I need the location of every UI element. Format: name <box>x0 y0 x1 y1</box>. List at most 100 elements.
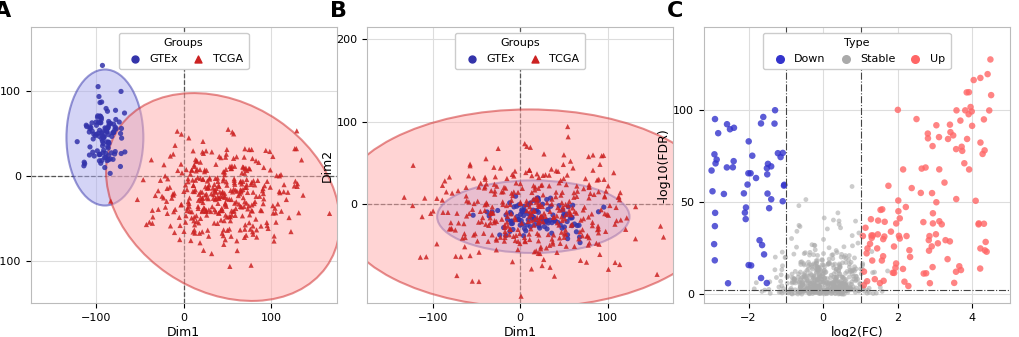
Point <box>514 186 530 191</box>
Point <box>502 221 519 226</box>
Stable <box>824 265 841 271</box>
Point <box>189 213 205 218</box>
Point <box>236 222 253 227</box>
Stable <box>813 277 829 282</box>
Down <box>751 238 767 243</box>
Point <box>219 227 235 233</box>
Stable <box>795 261 811 266</box>
Point <box>187 178 204 183</box>
Point <box>207 176 223 181</box>
Stable <box>830 265 847 270</box>
Stable <box>790 223 806 228</box>
Point <box>278 197 294 202</box>
Down <box>736 210 752 215</box>
Point <box>530 238 546 244</box>
Stable <box>802 281 818 286</box>
Stable <box>766 254 783 260</box>
Stable <box>826 290 843 296</box>
Point <box>213 217 229 223</box>
Point <box>166 190 182 196</box>
Point <box>486 220 502 225</box>
Point <box>441 174 458 180</box>
Point <box>253 223 269 229</box>
Point <box>177 219 194 225</box>
Up <box>855 269 871 274</box>
Point <box>564 221 580 227</box>
Point <box>555 176 572 181</box>
Down <box>705 241 721 247</box>
Point <box>244 208 260 213</box>
Up <box>862 233 878 238</box>
Point <box>518 144 534 149</box>
Stable <box>801 271 817 276</box>
Point <box>477 156 493 161</box>
Stable <box>828 278 845 283</box>
Stable <box>819 287 836 292</box>
Stable <box>847 218 863 224</box>
Point <box>165 151 181 157</box>
Down <box>721 127 738 132</box>
Up <box>923 265 940 270</box>
Up <box>971 75 987 81</box>
Point <box>82 126 98 131</box>
Point <box>549 168 566 174</box>
Point <box>251 160 267 165</box>
Stable <box>832 265 848 270</box>
Stable <box>801 282 817 287</box>
Point <box>99 139 115 145</box>
Point <box>523 173 539 178</box>
Point <box>598 212 614 217</box>
Point <box>466 201 482 206</box>
Point <box>428 196 444 201</box>
Point <box>187 168 204 174</box>
Stable <box>800 259 816 265</box>
Point <box>226 182 243 187</box>
Point <box>484 232 500 238</box>
Up <box>891 236 907 241</box>
Stable <box>813 257 829 263</box>
Point <box>167 143 183 148</box>
Stable <box>810 284 826 289</box>
Stable <box>767 275 784 280</box>
Point <box>473 219 489 224</box>
Stable <box>793 289 809 294</box>
Point <box>533 214 549 219</box>
Point <box>200 196 216 202</box>
Point <box>541 243 557 248</box>
Point <box>503 218 520 224</box>
Point <box>195 195 211 201</box>
Stable <box>807 258 823 264</box>
Stable <box>817 287 834 293</box>
Point <box>493 189 510 195</box>
Point <box>197 184 213 189</box>
Stable <box>761 290 777 296</box>
Point <box>208 209 224 214</box>
Point <box>521 167 537 173</box>
Point <box>169 168 185 173</box>
Point <box>96 155 112 160</box>
Point <box>534 204 550 209</box>
Point <box>229 248 246 253</box>
Point <box>228 238 245 244</box>
Point <box>532 183 548 188</box>
Stable <box>836 254 852 260</box>
Point <box>554 208 571 213</box>
Point <box>535 257 551 262</box>
Point <box>262 184 278 190</box>
Point <box>471 249 487 255</box>
Point <box>195 177 211 182</box>
Point <box>93 115 109 121</box>
Point <box>458 193 474 199</box>
Point <box>76 159 93 165</box>
Point <box>523 214 539 220</box>
Stable <box>823 252 840 258</box>
Point <box>236 226 253 232</box>
Stable <box>803 265 819 270</box>
Point <box>504 193 521 198</box>
Point <box>206 187 222 193</box>
Point <box>88 131 104 137</box>
Up <box>941 122 957 127</box>
Stable <box>747 280 763 285</box>
Point <box>512 181 528 186</box>
Point <box>90 113 106 119</box>
